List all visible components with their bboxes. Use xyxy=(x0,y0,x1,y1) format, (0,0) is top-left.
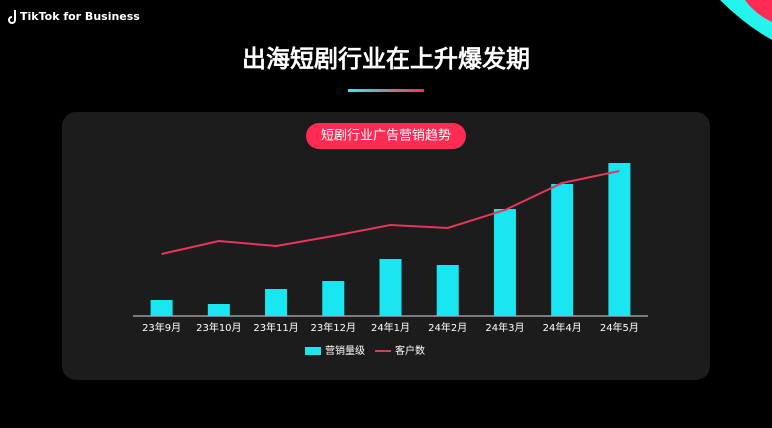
x-tick-label: 23年11月 xyxy=(253,321,298,334)
corner-deco xyxy=(745,0,772,22)
x-tick-label: 24年5月 xyxy=(600,321,639,334)
bar xyxy=(493,209,516,316)
x-tick-label: 24年2月 xyxy=(428,321,467,334)
bar xyxy=(551,184,574,316)
x-tick-label: 23年9月 xyxy=(142,321,181,334)
bar xyxy=(379,259,402,316)
bar xyxy=(436,265,459,316)
title-underline xyxy=(348,89,424,92)
logo-icon xyxy=(8,10,16,24)
x-tick-label: 24年3月 xyxy=(485,321,524,334)
chart-subtitle: 短剧行业广告营销趋势 xyxy=(321,128,451,144)
x-tick-label: 23年12月 xyxy=(311,321,356,334)
subtitle-pill xyxy=(306,123,466,149)
chart-title: 出海短剧行业在上升爆发期 xyxy=(242,45,530,73)
bar xyxy=(265,289,288,316)
bar xyxy=(150,300,173,316)
x-tick-label: 24年1月 xyxy=(371,321,410,334)
bar xyxy=(322,281,345,316)
legend-label: 客户数 xyxy=(395,344,425,357)
legend-label: 营销量级 xyxy=(325,344,365,357)
x-tick-label: 24年4月 xyxy=(543,321,582,334)
bar xyxy=(608,163,631,316)
x-tick-label: 23年10月 xyxy=(196,321,241,334)
line xyxy=(161,170,620,255)
bar xyxy=(207,304,230,316)
legend-swatch xyxy=(305,347,321,355)
brand: TikTok for Business xyxy=(20,10,140,23)
